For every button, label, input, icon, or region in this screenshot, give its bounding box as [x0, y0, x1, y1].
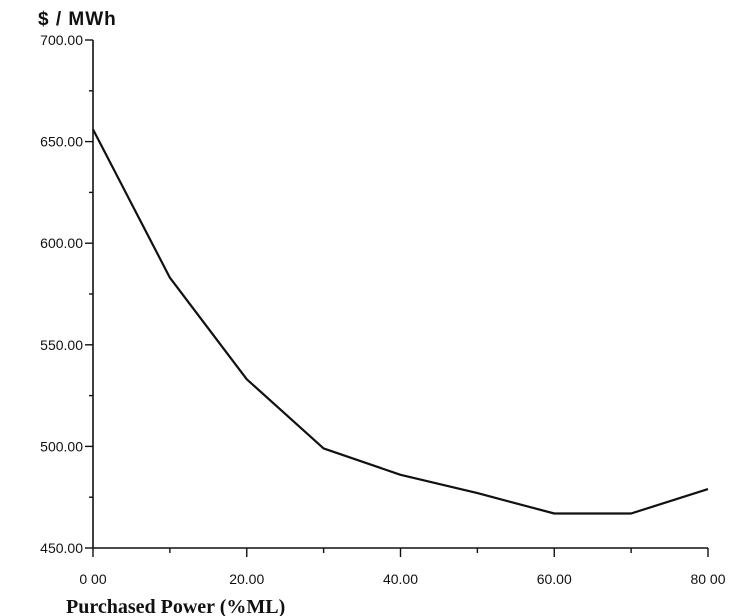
x-tick-label: 20.00	[229, 571, 264, 587]
x-tick-label: 60.00	[537, 571, 572, 587]
y-axis-title: $ / MWh	[38, 9, 117, 30]
y-tick-label: 550.00	[40, 337, 83, 353]
y-tick-label: 600.00	[40, 235, 83, 251]
y-tick-label: 450.00	[40, 540, 83, 556]
x-tick-label: 0 00	[79, 571, 106, 587]
y-tick-label: 500.00	[40, 438, 83, 454]
y-tick-label: 650.00	[40, 134, 83, 150]
x-tick-label: 80 00	[690, 571, 725, 587]
x-axis-ticks: 0 00 20.00 40.00 60.00 80 00	[79, 548, 726, 587]
x-tick-label: 40.00	[383, 571, 418, 587]
y-axis-ticks: 450.00 500.00 550.00 600.00 650.00 700.00	[40, 32, 93, 556]
x-axis-title: Purchased Power (%ML)	[66, 596, 285, 616]
series-line	[92, 128, 709, 515]
y-tick-label: 700.00	[40, 32, 83, 48]
